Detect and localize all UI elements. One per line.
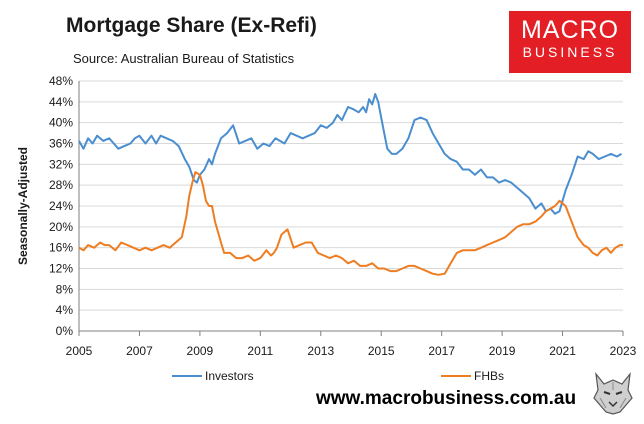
x-tick-label: 2013: [307, 344, 334, 358]
y-tick-label: 32%: [49, 157, 73, 171]
y-tick-label: 20%: [49, 220, 73, 234]
logo-line-2: BUSINESS: [522, 44, 618, 60]
tick-labels: 0% 4% 8% 12% 16% 20% 24% 28% 32% 36% 40% 44% 48% 2005…: [49, 74, 637, 358]
y-tick-label: 48%: [49, 74, 73, 88]
macrobusiness-logo: MACRO BUSINESS: [509, 11, 631, 73]
y-tick-label: 40%: [49, 116, 73, 130]
y-tick-label: 4%: [56, 303, 74, 317]
x-tick-label: 2009: [187, 344, 214, 358]
chart-title: Mortgage Share (Ex-Refi): [66, 14, 317, 37]
y-tick-label: 8%: [56, 282, 74, 296]
y-tick-label: 0%: [56, 324, 74, 338]
y-tick-label: 24%: [49, 199, 73, 213]
legend-label-investors: Investors: [205, 369, 254, 383]
x-tick-label: 2015: [368, 344, 395, 358]
x-tick-label: 2017: [428, 344, 455, 358]
x-tick-label: 2011: [247, 344, 273, 358]
chart-source: Source: Australian Bureau of Statistics: [73, 51, 295, 66]
series-line-investors: [78, 93, 623, 215]
axes: [78, 81, 624, 336]
y-tick-label: 28%: [49, 178, 73, 192]
x-tick-label: 2007: [126, 344, 153, 358]
x-tick-label: 2023: [610, 344, 637, 358]
y-tick-label: 36%: [49, 137, 73, 151]
wolf-mascot-icon: [590, 368, 636, 416]
x-tick-label: 2021: [549, 344, 576, 358]
legend: Investors FHBs: [172, 369, 504, 383]
y-tick-label: 12%: [49, 262, 73, 276]
legend-label-fhbs: FHBs: [474, 369, 504, 383]
gridlines: [79, 80, 623, 311]
website-url: www.macrobusiness.com.au: [316, 388, 577, 409]
y-tick-label: 16%: [49, 241, 73, 255]
x-tick-label: 2019: [489, 344, 516, 358]
logo-line-1: MACRO: [520, 16, 620, 44]
series-lines: [78, 93, 623, 276]
y-axis-label: Seasonally-Adjusted: [16, 147, 30, 265]
series-line-fhbs: [78, 171, 623, 276]
x-tick-label: 2005: [66, 344, 93, 358]
y-tick-label: 44%: [49, 95, 73, 109]
